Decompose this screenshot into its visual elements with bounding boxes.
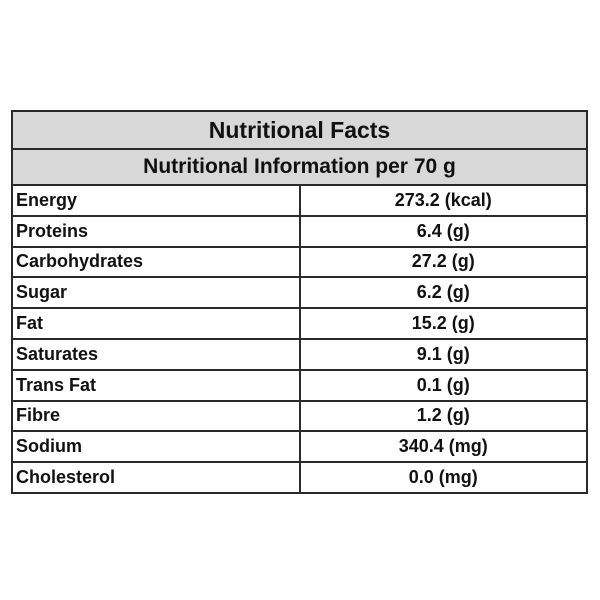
table-row: Fat 15.2 (g) — [11, 307, 588, 340]
table-row: Sodium 340.4 (mg) — [11, 430, 588, 464]
nutrient-name: Sodium — [11, 430, 301, 464]
table-subtitle: Nutritional Information per 70 g — [11, 148, 588, 186]
subtitle-row: Nutritional Information per 70 g — [11, 148, 588, 186]
nutrient-value: 273.2 (kcal) — [298, 184, 588, 217]
nutrient-value: 6.2 (g) — [298, 276, 588, 310]
nutrient-name: Proteins — [11, 214, 301, 248]
nutrient-name: Energy — [11, 184, 301, 217]
table-row: Fibre 1.2 (g) — [11, 399, 588, 433]
nutrition-facts-table: Nutritional Facts Nutritional Informatio… — [11, 110, 588, 494]
table-row: Sugar 6.2 (g) — [11, 276, 588, 310]
table-row: Carbohydrates 27.2 (g) — [11, 245, 588, 279]
table-row: Trans Fat 0.1 (g) — [11, 368, 588, 402]
nutrient-name: Carbohydrates — [11, 245, 301, 279]
nutrient-value: 1.2 (g) — [298, 399, 588, 433]
table-row: Energy 273.2 (kcal) — [11, 184, 588, 217]
nutrient-name: Fat — [11, 307, 301, 340]
table-title: Nutritional Facts — [11, 110, 588, 150]
title-row: Nutritional Facts — [11, 110, 588, 150]
nutrient-value: 15.2 (g) — [298, 307, 588, 340]
nutrient-value: 9.1 (g) — [298, 337, 588, 371]
nutrient-name: Sugar — [11, 276, 301, 310]
table-row: Proteins 6.4 (g) — [11, 214, 588, 248]
nutrient-name: Fibre — [11, 399, 301, 433]
nutrient-value: 340.4 (mg) — [298, 430, 588, 464]
nutrient-value: 0.0 (mg) — [298, 461, 588, 494]
table-row: Cholesterol 0.0 (mg) — [11, 461, 588, 494]
nutrient-name: Saturates — [11, 337, 301, 371]
nutrient-value: 6.4 (g) — [298, 214, 588, 248]
table-row: Saturates 9.1 (g) — [11, 337, 588, 371]
nutrient-value: 27.2 (g) — [298, 245, 588, 279]
nutrient-name: Trans Fat — [11, 368, 301, 402]
nutrient-value: 0.1 (g) — [298, 368, 588, 402]
nutrient-name: Cholesterol — [11, 461, 301, 494]
